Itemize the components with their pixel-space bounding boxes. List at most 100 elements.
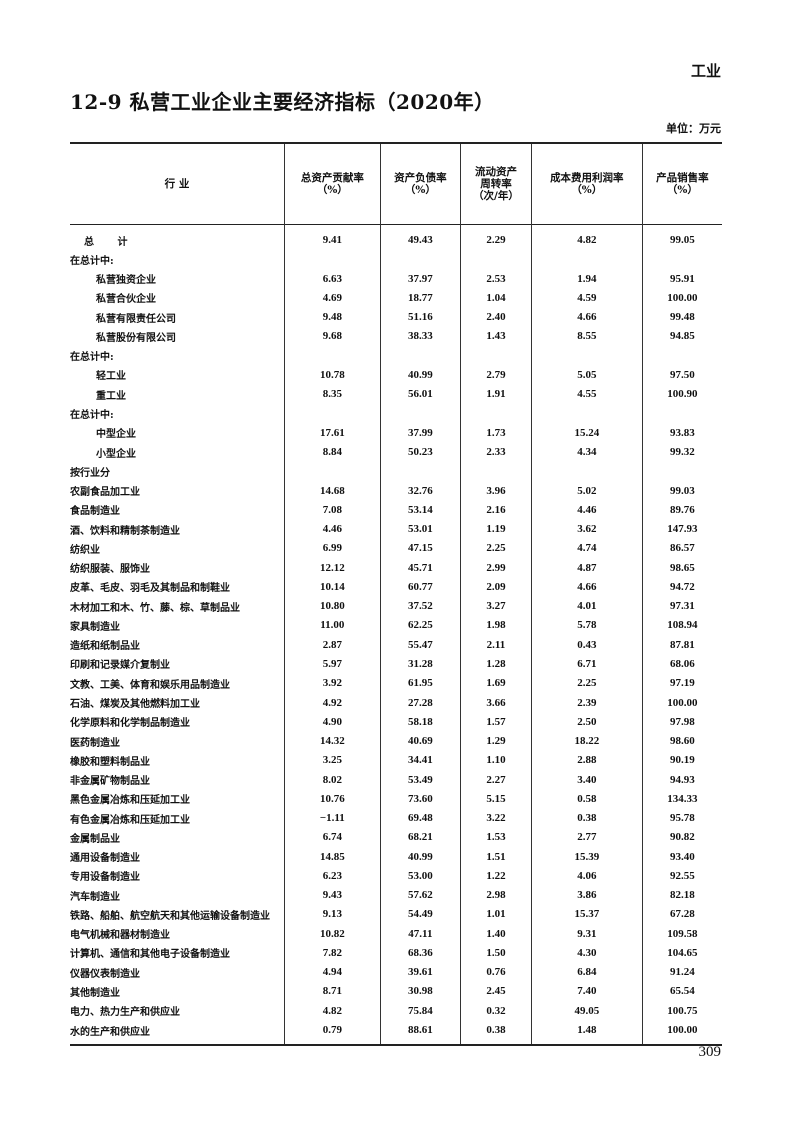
cell-value: 94.93 (641, 769, 722, 790)
cell-value: 4.46 (284, 519, 381, 539)
cell-value: 100.75 (641, 1001, 722, 1021)
cell-value: 2.25 (530, 673, 643, 693)
cell-value: 0.58 (530, 789, 643, 809)
cell-value: 14.68 (284, 480, 381, 501)
cell-value: 1.94 (530, 269, 643, 289)
cell-value: 5.97 (284, 654, 381, 674)
page-number: 309 (698, 1044, 722, 1060)
cell-value: 7.08 (284, 500, 381, 520)
row-label: 私营独资企业 (96, 275, 156, 287)
cell-value: 1.04 (460, 288, 532, 308)
cell-value: 4.69 (284, 288, 381, 308)
row-label: 专用设备制造业 (70, 872, 140, 884)
column-header: 资产负债率 （%） (379, 143, 461, 224)
cell-value: 89.76 (641, 500, 722, 520)
row-label: 有色金属冶炼和压延加工业 (70, 814, 190, 826)
cell-value (641, 346, 722, 366)
row-label: 仪器仪表制造业 (70, 968, 140, 980)
table-row: 汽车制造业 9.43 57.62 2.98 3.86 82.18 (70, 885, 722, 905)
cell-value: 98.60 (641, 731, 722, 751)
column-header: 总资产贡献率 （%） (284, 143, 381, 224)
cell-value: 9.13 (284, 904, 381, 925)
cell-value: 97.50 (641, 365, 722, 385)
table-row: 中型企业 17.61 37.99 1.73 15.24 93.83 (70, 423, 722, 443)
cell-value: 1.50 (460, 943, 532, 963)
cell-value: 15.37 (530, 904, 643, 925)
cell-value: 90.19 (641, 750, 722, 770)
cell-value: 4.94 (284, 962, 381, 982)
cell-value: 32.76 (379, 480, 461, 501)
cell-value: 7.82 (284, 943, 381, 963)
cell-value: 47.15 (379, 538, 461, 559)
cell-value: 1.10 (460, 750, 532, 770)
cell-value: 108.94 (641, 615, 722, 636)
cell-value: 4.01 (530, 596, 643, 616)
row-label: 总 计 (84, 236, 138, 248)
cell-value: 4.74 (530, 538, 643, 559)
cell-value: 60.77 (379, 577, 461, 597)
cell-value: 45.71 (379, 558, 461, 578)
cell-value: 2.77 (530, 827, 643, 847)
cell-value: 6.23 (284, 866, 381, 886)
cell-value: 1.91 (460, 384, 532, 404)
cell-value: 67.28 (641, 904, 722, 925)
cell-value: 73.60 (379, 789, 461, 809)
cell-value: 11.00 (284, 615, 381, 636)
row-label: 通用设备制造业 (70, 853, 140, 865)
cell-value: 3.92 (284, 673, 381, 693)
table-row: 水的生产和供应业 0.79 88.61 0.38 1.48 100.00 (70, 1020, 722, 1045)
cell-value: 9.68 (284, 326, 381, 347)
cell-value: 51.16 (379, 307, 461, 327)
column-header: 流动资产 周转率 （次/年） (460, 143, 532, 224)
cell-value: 18.22 (530, 731, 643, 751)
cell-value: 2.45 (460, 981, 532, 1002)
cell-value: 57.62 (379, 885, 461, 905)
cell-value: 99.03 (641, 480, 722, 501)
cell-value: 3.25 (284, 750, 381, 770)
row-label: 在总计中: (70, 255, 114, 267)
cell-value: 3.66 (460, 692, 532, 713)
cell-value: 2.40 (460, 307, 532, 327)
cell-value: 100.00 (641, 288, 722, 308)
cell-value: 1.51 (460, 847, 532, 867)
cell-value: 9.41 (284, 224, 381, 250)
row-label: 酒、饮料和精制茶制造业 (70, 525, 180, 537)
table-row: 仪器仪表制造业 4.94 39.61 0.76 6.84 91.24 (70, 962, 722, 982)
cell-value: 2.39 (530, 692, 643, 713)
cell-value: 53.49 (379, 769, 461, 790)
row-label: 汽车制造业 (70, 891, 120, 903)
row-label: 家具制造业 (70, 621, 120, 633)
cell-value: 1.43 (460, 326, 532, 347)
row-label: 私营股份有限公司 (96, 332, 176, 344)
cell-value: 17.61 (284, 423, 381, 443)
cell-value: 75.84 (379, 1001, 461, 1021)
cell-value: 2.50 (530, 712, 643, 732)
cell-value: 1.53 (460, 827, 532, 847)
cell-value: 98.65 (641, 558, 722, 578)
cell-value: 3.96 (460, 480, 532, 501)
cell-value (379, 346, 461, 366)
table-row: 纺织服装、服饰业 12.12 45.71 2.99 4.87 98.65 (70, 558, 722, 578)
cell-value: 2.16 (460, 500, 532, 520)
cell-value: 49.05 (530, 1001, 643, 1021)
cell-value: 0.76 (460, 962, 532, 982)
table-row: 重工业 8.35 56.01 1.91 4.55 100.90 (70, 384, 722, 404)
row-label: 电气机械和器材制造业 (70, 930, 170, 942)
cell-value: 97.19 (641, 673, 722, 693)
cell-value (530, 346, 643, 366)
cell-value: 0.32 (460, 1001, 532, 1021)
cell-value: 3.22 (460, 808, 532, 828)
row-label: 轻工业 (96, 371, 126, 383)
cell-value (641, 461, 722, 481)
cell-value: 10.80 (284, 596, 381, 616)
cell-value: 99.48 (641, 307, 722, 327)
cell-value: 10.78 (284, 365, 381, 385)
cell-value: 104.65 (641, 943, 722, 963)
table-row: 石油、煤炭及其他燃料加工业 4.92 27.28 3.66 2.39 100.00 (70, 692, 722, 713)
cell-value: 4.66 (530, 577, 643, 597)
table-row: 私营股份有限公司 9.68 38.33 1.43 8.55 94.85 (70, 326, 722, 347)
row-label: 石油、煤炭及其他燃料加工业 (70, 699, 200, 710)
table-row: 在总计中: (70, 249, 722, 270)
row-label: 非金属矿物制品业 (70, 776, 150, 788)
cell-value: 1.48 (530, 1020, 643, 1045)
